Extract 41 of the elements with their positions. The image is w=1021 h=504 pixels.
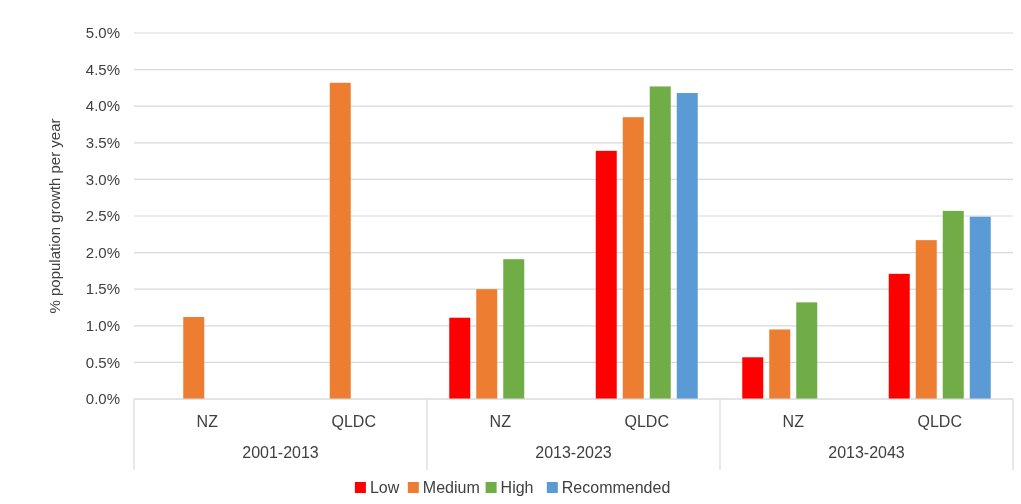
bar xyxy=(649,86,671,399)
bar xyxy=(969,216,991,399)
bar xyxy=(476,289,498,399)
legend-label: High xyxy=(500,479,534,496)
legend-label: Low xyxy=(369,479,400,496)
y-tick-label: 1.0% xyxy=(85,317,120,335)
text: 2001-2013 xyxy=(242,444,319,461)
y-tick-label: 2.0% xyxy=(85,243,120,261)
y-tick-label: 1.5% xyxy=(85,280,120,298)
x-tick-label: NZ xyxy=(782,413,805,430)
y-tick-label: 4.5% xyxy=(85,60,120,78)
bar xyxy=(503,259,525,399)
legend-label: Recommended xyxy=(561,479,671,496)
bar xyxy=(915,240,937,399)
text: 2013-2043 xyxy=(828,444,905,461)
bar xyxy=(183,317,205,399)
bar xyxy=(622,117,644,399)
x-tick-label: NZ xyxy=(196,413,219,430)
bar xyxy=(942,210,964,399)
bar xyxy=(329,82,351,399)
bar xyxy=(449,317,471,399)
y-tick-label: 5.0% xyxy=(85,24,120,42)
bar xyxy=(769,329,791,399)
bar xyxy=(595,150,617,399)
y-tick-label: 3.5% xyxy=(85,134,120,152)
y-tick-label: 4.0% xyxy=(85,97,120,115)
bar xyxy=(742,357,764,399)
bar xyxy=(888,273,910,399)
bar xyxy=(676,93,698,399)
text: 2013-2023 xyxy=(535,444,612,461)
y-tick-label: 2.5% xyxy=(85,207,120,225)
legend-label: Medium xyxy=(422,479,480,496)
y-tick-label: 3.0% xyxy=(85,170,120,188)
x-tick-label: QLDC xyxy=(917,413,962,430)
x-tick-label: QLDC xyxy=(624,413,669,430)
y-tick-label: 0.0% xyxy=(85,390,120,408)
x-tick-label: QLDC xyxy=(331,413,376,430)
x-tick-label: NZ xyxy=(489,413,512,430)
y-tick-label: 0.5% xyxy=(85,353,120,371)
bar xyxy=(796,302,818,399)
y-axis-title: % population growth per year xyxy=(46,118,63,314)
